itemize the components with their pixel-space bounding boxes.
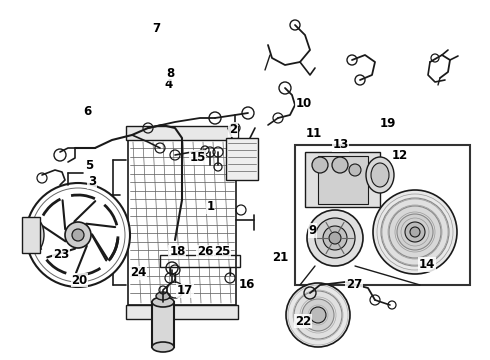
Circle shape — [397, 214, 433, 250]
Circle shape — [286, 283, 350, 347]
Circle shape — [381, 198, 449, 266]
Circle shape — [315, 218, 355, 258]
Text: 6: 6 — [83, 105, 91, 118]
Text: 23: 23 — [53, 248, 70, 261]
Text: 27: 27 — [345, 278, 362, 291]
Text: 15: 15 — [189, 151, 206, 164]
Ellipse shape — [366, 157, 394, 193]
Text: 21: 21 — [272, 251, 289, 264]
Bar — [160, 255, 240, 267]
Circle shape — [323, 226, 347, 250]
Circle shape — [312, 157, 328, 173]
Circle shape — [389, 206, 441, 258]
Bar — [126, 126, 238, 140]
Ellipse shape — [24, 218, 44, 252]
Text: 1: 1 — [207, 201, 215, 213]
Circle shape — [349, 164, 361, 176]
Text: 10: 10 — [295, 97, 312, 110]
Text: 16: 16 — [238, 278, 255, 291]
Bar — [295, 145, 470, 285]
Circle shape — [65, 222, 91, 248]
Text: 20: 20 — [71, 274, 88, 287]
Text: 7: 7 — [153, 22, 161, 35]
Text: 17: 17 — [177, 284, 194, 297]
Circle shape — [307, 210, 363, 266]
Text: 4: 4 — [165, 78, 173, 91]
Text: 14: 14 — [419, 258, 436, 271]
Text: 11: 11 — [305, 127, 322, 140]
Circle shape — [405, 222, 425, 242]
Circle shape — [302, 299, 334, 331]
Circle shape — [294, 291, 342, 339]
Ellipse shape — [152, 342, 174, 352]
Text: 24: 24 — [130, 266, 147, 279]
Text: 8: 8 — [167, 67, 174, 80]
Ellipse shape — [371, 163, 389, 187]
Bar — [305, 152, 380, 207]
Text: 5: 5 — [85, 159, 93, 172]
Ellipse shape — [152, 297, 174, 307]
Circle shape — [72, 229, 84, 241]
Bar — [22, 217, 40, 253]
Text: 18: 18 — [169, 246, 186, 258]
Bar — [318, 156, 368, 204]
Text: 25: 25 — [214, 246, 230, 258]
Circle shape — [329, 232, 341, 244]
Text: 19: 19 — [380, 117, 396, 130]
Text: 22: 22 — [294, 315, 311, 328]
Bar — [152, 302, 174, 347]
Text: 3: 3 — [88, 175, 96, 188]
Circle shape — [332, 157, 348, 173]
Text: 12: 12 — [391, 149, 408, 162]
Bar — [226, 138, 258, 180]
Circle shape — [410, 227, 420, 237]
Text: 26: 26 — [196, 246, 213, 258]
Text: 13: 13 — [332, 138, 349, 151]
Text: 9: 9 — [309, 224, 317, 237]
Bar — [126, 305, 238, 319]
Circle shape — [310, 307, 326, 323]
Circle shape — [373, 190, 457, 274]
Ellipse shape — [156, 292, 170, 300]
Circle shape — [26, 183, 130, 287]
Text: 2: 2 — [229, 123, 237, 136]
